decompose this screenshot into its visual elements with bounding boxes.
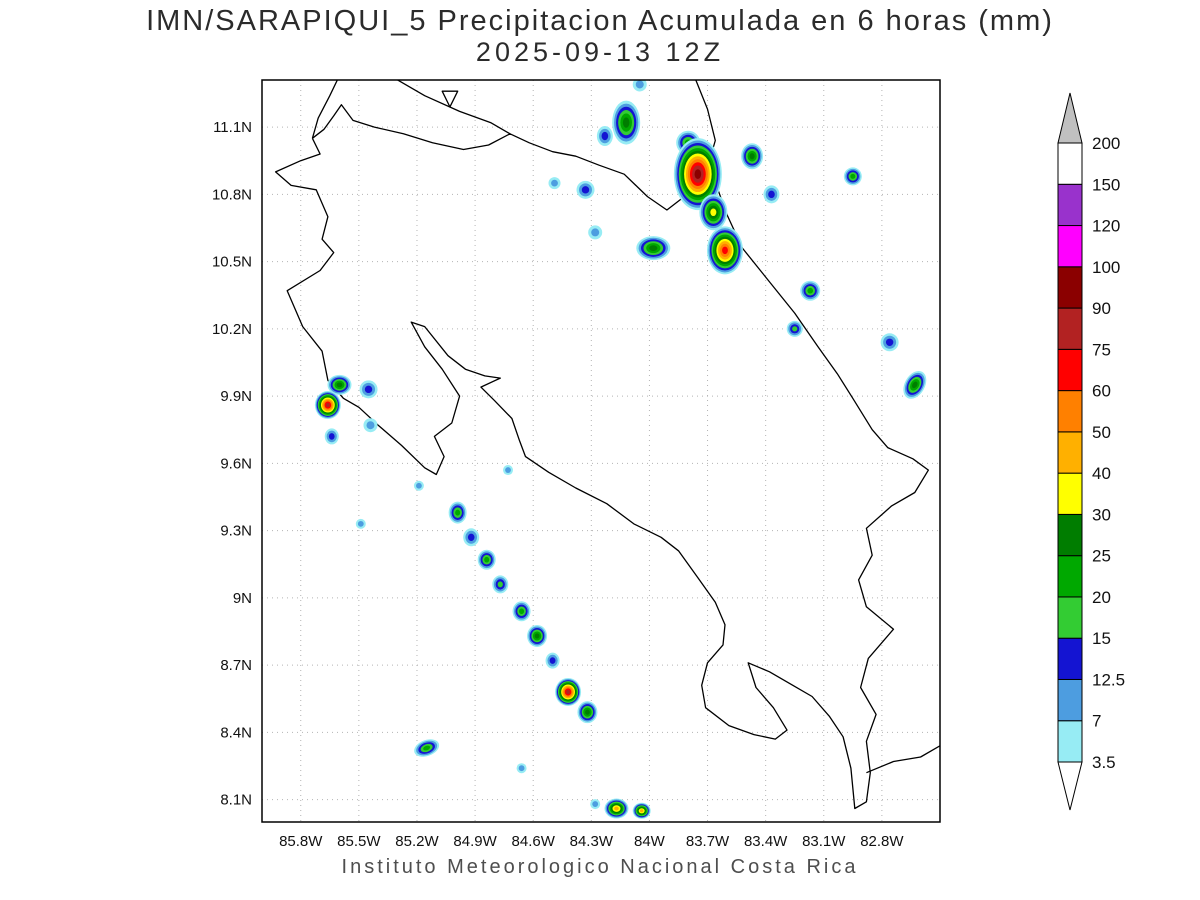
- chart-title: IMN/SARAPIQUI_5 Precipitacion Acumulada …: [146, 5, 1054, 37]
- svg-text:7: 7: [1092, 712, 1101, 731]
- costa-rica-boundary: [274, 104, 930, 810]
- svg-text:25: 25: [1092, 547, 1111, 566]
- svg-text:40: 40: [1092, 464, 1111, 483]
- svg-text:10.5N: 10.5N: [212, 254, 252, 271]
- svg-text:84.9W: 84.9W: [453, 833, 497, 850]
- svg-text:85.5W: 85.5W: [337, 833, 381, 850]
- precipitation-cells: [314, 80, 927, 819]
- svg-text:150: 150: [1092, 175, 1120, 194]
- svg-text:85.2W: 85.2W: [395, 833, 439, 850]
- svg-text:50: 50: [1092, 423, 1111, 442]
- svg-text:8.7N: 8.7N: [220, 657, 252, 674]
- svg-text:9N: 9N: [233, 590, 252, 607]
- svg-text:9.6N: 9.6N: [220, 455, 252, 472]
- svg-text:83.4W: 83.4W: [744, 833, 788, 850]
- colorbar: [1057, 92, 1083, 811]
- svg-text:8.4N: 8.4N: [220, 724, 252, 741]
- lon-axis-labels: 85.8W 85.5W 85.2W 84.9W 84.6W 84.3W 84W 83.7W 83…: [279, 833, 904, 850]
- svg-text:83.1W: 83.1W: [802, 833, 846, 850]
- svg-text:90: 90: [1092, 299, 1111, 318]
- svg-text:9.9N: 9.9N: [220, 388, 252, 405]
- lat-axis-labels: 11.1N 10.8N 10.5N 10.2N 9.9N 9.6N 9.3N 9N 8.7N 8.…: [212, 119, 252, 809]
- svg-text:20: 20: [1092, 588, 1111, 607]
- svg-text:200: 200: [1092, 134, 1120, 153]
- nicaragua-pacific-coast: [311, 80, 339, 139]
- chart-subtitle: 2025-09-13 12Z: [475, 37, 725, 67]
- svg-text:12.5: 12.5: [1092, 670, 1125, 689]
- svg-text:85.8W: 85.8W: [279, 833, 323, 850]
- svg-text:10.8N: 10.8N: [212, 186, 252, 203]
- chart-footer: Instituto Meteorologico Nacional Costa R…: [341, 856, 859, 878]
- svg-text:10.2N: 10.2N: [212, 321, 252, 338]
- svg-text:84W: 84W: [634, 833, 666, 850]
- colorbar-top-arrow: [1057, 92, 1083, 144]
- svg-text:60: 60: [1092, 382, 1111, 401]
- svg-text:100: 100: [1092, 258, 1120, 277]
- lake-nicaragua-shore: [396, 80, 511, 135]
- svg-text:84.3W: 84.3W: [570, 833, 614, 850]
- svg-text:84.6W: 84.6W: [512, 833, 556, 850]
- panama-pacific-coast: [866, 745, 940, 774]
- svg-text:82.8W: 82.8W: [860, 833, 904, 850]
- svg-text:8.1N: 8.1N: [220, 792, 252, 809]
- coastline-borders: [274, 80, 940, 810]
- svg-text:15: 15: [1092, 629, 1111, 648]
- plot-frame: [261, 79, 941, 823]
- svg-text:83.7W: 83.7W: [686, 833, 730, 850]
- svg-text:30: 30: [1092, 505, 1111, 524]
- colorbar-labels: 3.5 7 12.5 15 20 25 30 40 50 60 75 90 100 120 150 200: [1092, 134, 1125, 772]
- svg-text:3.5: 3.5: [1092, 753, 1116, 772]
- svg-text:75: 75: [1092, 340, 1111, 359]
- colorbar-bottom-arrow: [1057, 761, 1083, 811]
- graticule-gridlines: [262, 80, 940, 822]
- svg-text:120: 120: [1092, 217, 1120, 236]
- svg-text:9.3N: 9.3N: [220, 523, 252, 540]
- lake-island: [441, 90, 459, 108]
- svg-text:11.1N: 11.1N: [213, 119, 252, 136]
